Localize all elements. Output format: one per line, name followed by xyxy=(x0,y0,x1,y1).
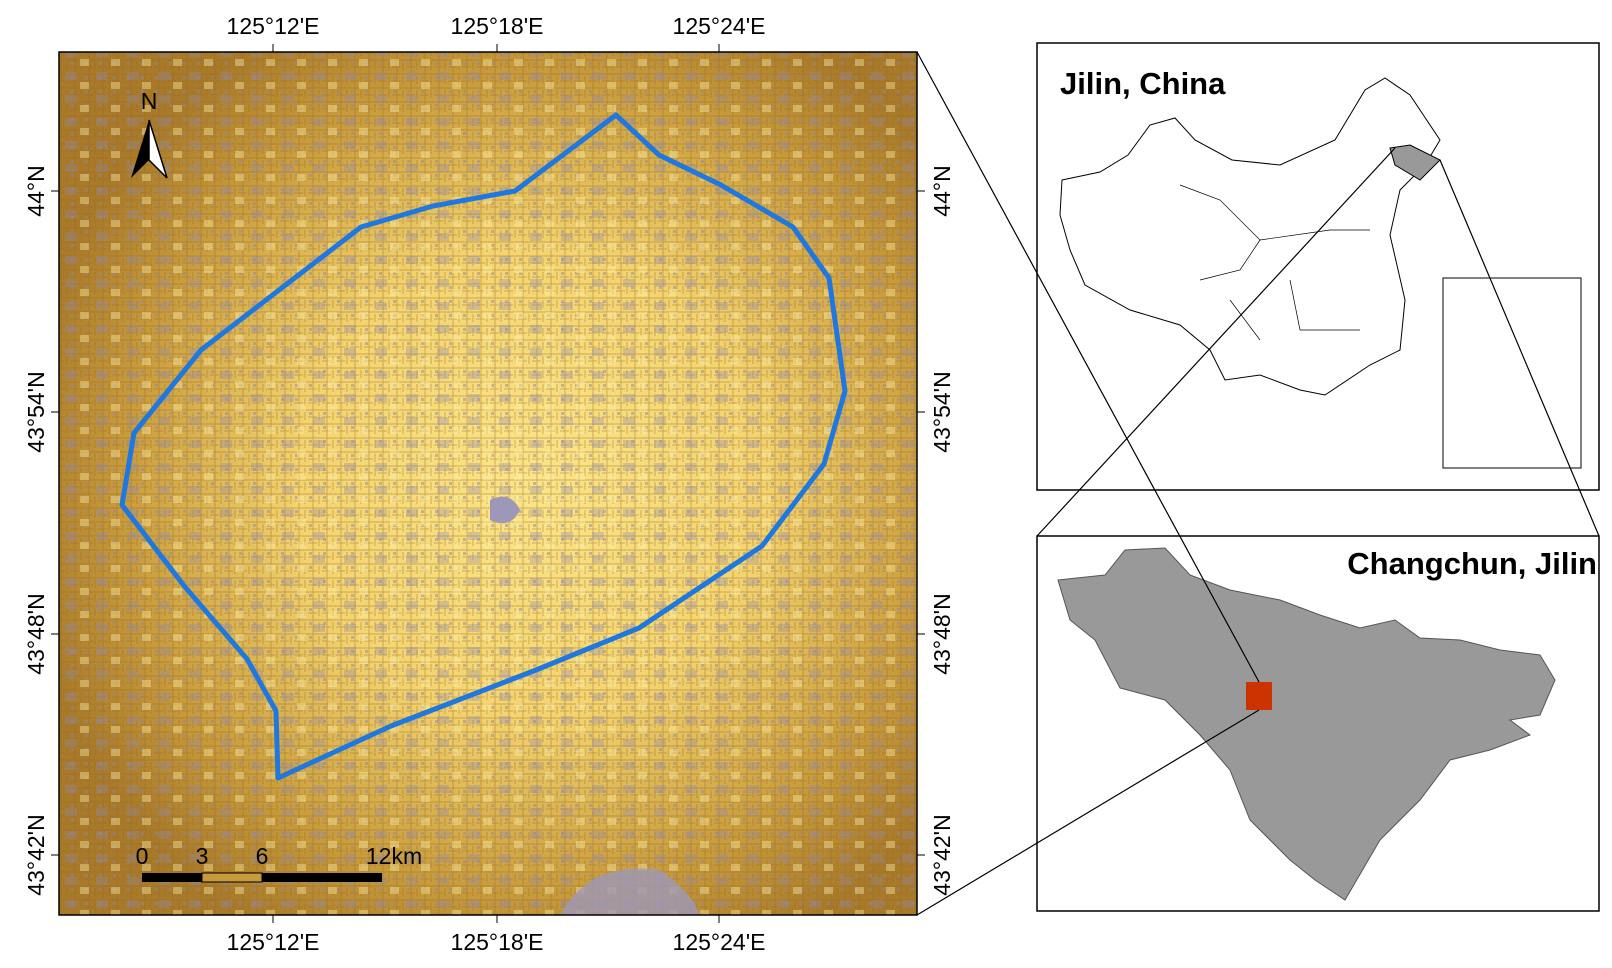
jilin-inset: Changchun, Jilin xyxy=(1036,535,1600,912)
lon-label: 125°18'E xyxy=(451,929,544,955)
scale-label: 3 xyxy=(196,843,209,869)
lat-label: 43°48'N xyxy=(23,593,49,674)
lon-label: 125°24'E xyxy=(673,929,766,955)
study-boundary xyxy=(119,112,848,781)
jilin-title: Changchun, Jilin xyxy=(1347,546,1597,581)
lon-label: 125°12'E xyxy=(227,13,320,39)
lon-label: 125°18'E xyxy=(451,13,544,39)
lon-label: 125°12'E xyxy=(227,929,320,955)
lat-label: 43°42'N xyxy=(23,814,49,895)
lat-label: 43°54'N xyxy=(929,371,955,452)
lat-label: 44°N xyxy=(929,165,955,216)
coordinate-labels: 125°12'E 125°12'E 125°18'E 125°18'E 125°24'E… xyxy=(23,13,955,955)
satellite-map xyxy=(58,51,918,916)
north-label: N xyxy=(141,88,158,114)
scale-bar xyxy=(142,872,382,883)
china-title: Jilin, China xyxy=(1060,66,1226,101)
lon-label: 125°24'E xyxy=(673,13,766,39)
lat-label: 43°48'N xyxy=(929,593,955,674)
china-inset: Jilin, China xyxy=(1036,42,1600,491)
scale-label: 0 xyxy=(136,843,149,869)
scale-label: 6 xyxy=(256,843,269,869)
leader-lines xyxy=(916,51,1600,916)
lat-label: 44°N xyxy=(23,165,49,216)
north-arrow: N xyxy=(131,88,168,179)
lat-label: 43°54'N xyxy=(23,371,49,452)
scale-label: 12km xyxy=(366,843,422,869)
changchun-marker xyxy=(1246,682,1272,710)
lat-label: 43°42'N xyxy=(929,814,955,895)
